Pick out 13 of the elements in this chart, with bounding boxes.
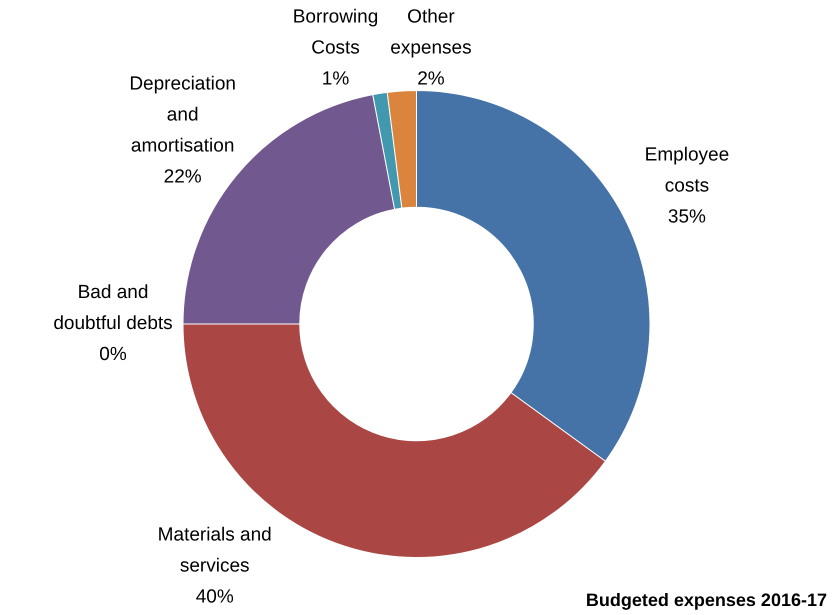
data-label: 2% xyxy=(417,68,445,90)
text: Budgeted expenses 2016-17 xyxy=(586,590,827,611)
slice-label: Other expenses xyxy=(390,6,472,59)
data-label: 35% xyxy=(668,206,706,228)
data-label: 40% xyxy=(196,586,234,608)
category-label: Bad and doubtful debts xyxy=(53,282,173,334)
text: 0% xyxy=(99,344,127,366)
slice-label: Borrowing Costs xyxy=(292,6,378,59)
slice-label: Depreciation and amortisation xyxy=(129,73,236,156)
slice-label: Materials and services xyxy=(158,524,272,577)
data-label: 1% xyxy=(322,68,350,90)
slice-label: Employee costs xyxy=(644,144,730,196)
data-label: 22% xyxy=(164,166,202,188)
